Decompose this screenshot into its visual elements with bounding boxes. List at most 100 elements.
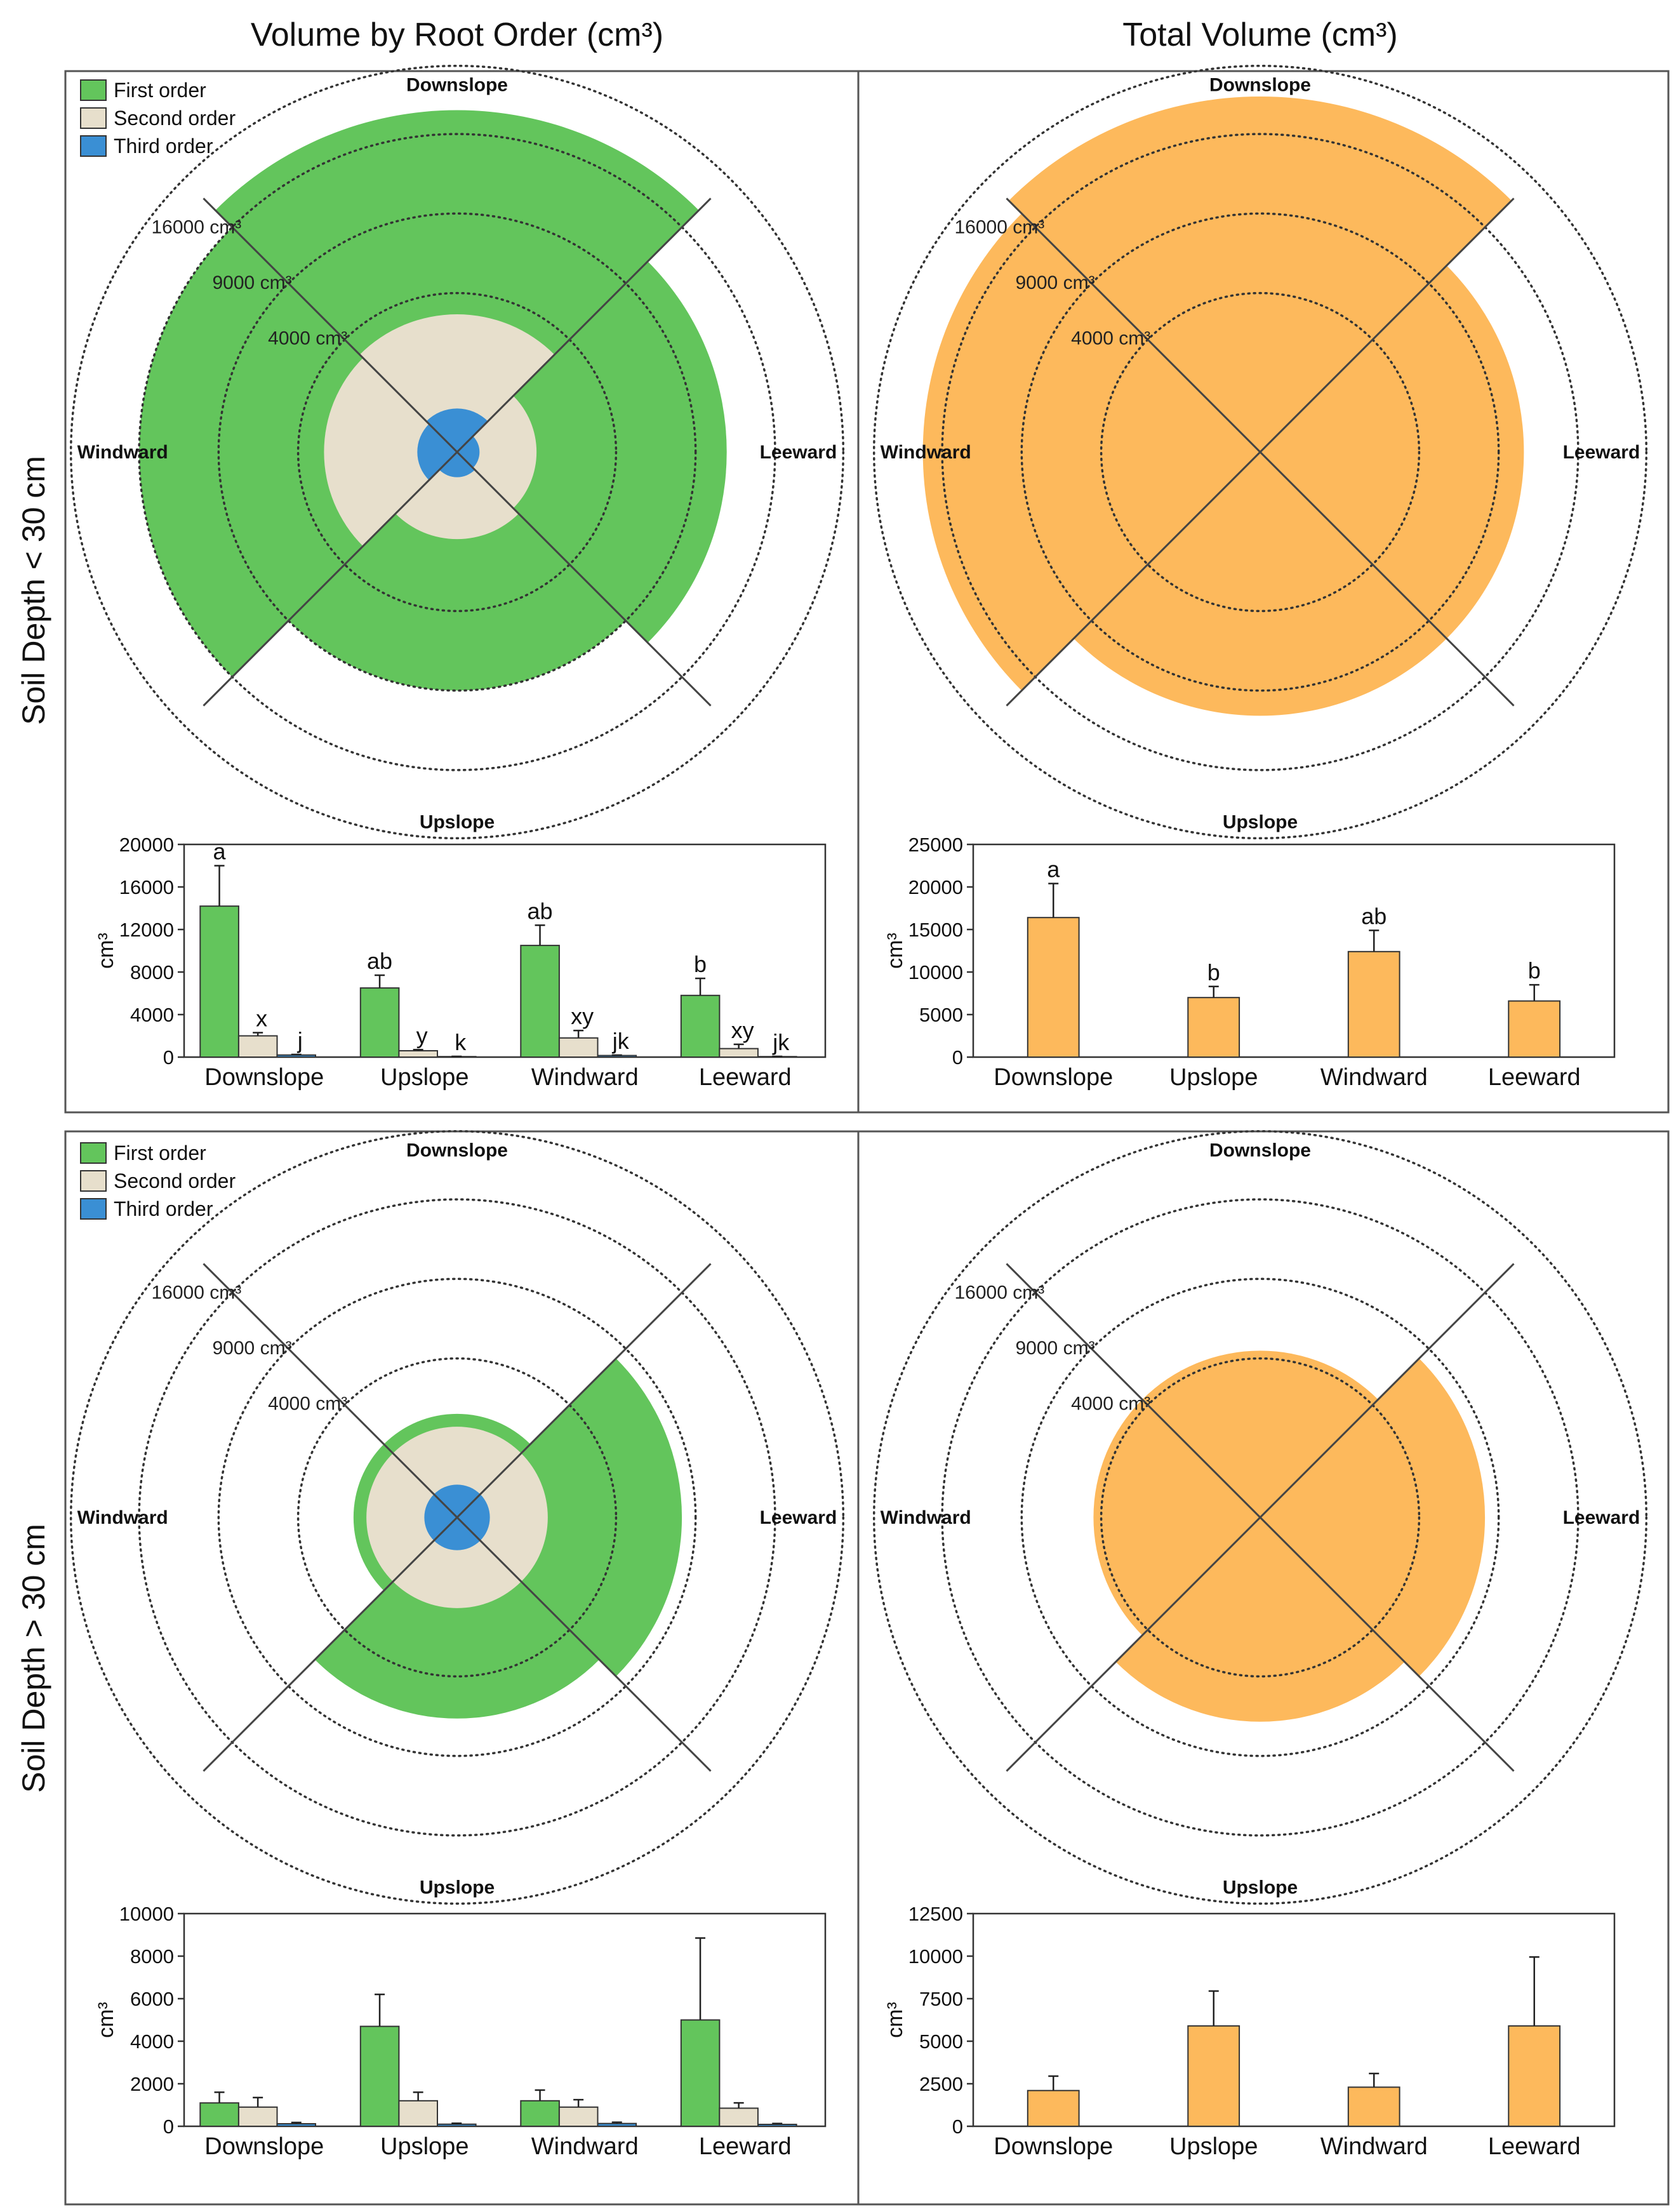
frame-top — [64, 70, 1670, 1114]
bar-xlabel-windward: Windward — [531, 1064, 639, 1091]
bar-first-order-downslope — [199, 2102, 239, 2127]
bar-ytick-label-0: 0 — [163, 1046, 174, 1069]
polar-dir-leeward: Leeward — [760, 1507, 837, 1528]
legend-swatch-1 — [80, 1170, 107, 1192]
column-header-left: Volume by Root Order (cm³) — [251, 17, 663, 53]
polar-dir-downslope: Downslope — [1209, 1140, 1311, 1161]
bar-first-order-leeward — [680, 994, 721, 1058]
legend-label-2: Third order — [114, 1197, 213, 1220]
bar-sig-label-0-2: ab — [1361, 903, 1387, 929]
bar-ytick-label-0: 0 — [952, 2115, 963, 2138]
bar-total-downslope — [1027, 2089, 1080, 2127]
polar-sector-second-order-upslope — [393, 1517, 521, 1608]
bar-plot-area — [183, 843, 827, 1058]
polar-ring-0 — [1100, 1357, 1421, 1678]
polar-spoke-1 — [203, 197, 712, 707]
polar-ring-2 — [941, 133, 1580, 771]
bar-xlabel-windward: Windward — [1320, 1064, 1428, 1091]
bar-second-order-windward — [558, 1037, 599, 1058]
bar-ytick-label-1: 2000 — [130, 2073, 174, 2095]
bar-sig-label-0-0: a — [213, 839, 227, 865]
polar-sector-first-order-downslope — [215, 110, 699, 452]
bar-ytick-label-5: 20000 — [119, 834, 174, 856]
bar-ytick-label-1: 5000 — [919, 1004, 963, 1026]
legend-swatch-1 — [80, 107, 107, 129]
legend-swatch-0 — [80, 1142, 107, 1164]
polar-dir-leeward: Leeward — [760, 442, 837, 463]
polar-ring-0 — [296, 291, 618, 613]
bar-xlabel-windward: Windward — [1320, 2133, 1428, 2160]
polar-sector-first-order-leeward — [457, 261, 727, 643]
polar-sector-total-downslope — [1009, 96, 1512, 452]
polar-ring-label-1: 9000 cm³ — [1016, 1338, 1095, 1359]
bar-first-order-upslope — [359, 2025, 400, 2128]
bar-ytick-label-3: 7500 — [919, 1988, 963, 2010]
polar-ring-1 — [217, 212, 697, 692]
polar-sector-total-leeward — [1260, 265, 1524, 639]
bar-second-order-leeward — [719, 1048, 759, 1058]
bar-plot-area — [183, 1912, 827, 2128]
bar-xlabel-downslope: Downslope — [994, 1064, 1113, 1091]
legend-label-1: Second order — [114, 107, 236, 130]
polar-ring-label-2: 16000 cm³ — [955, 1282, 1045, 1303]
bar-total-upslope — [1187, 997, 1240, 1058]
polar-ring-label-0: 4000 cm³ — [268, 328, 347, 349]
bar-total-windward — [1347, 950, 1400, 1058]
bar-third-order-windward — [597, 2122, 637, 2128]
bar-sig-label-1-0: x — [256, 1005, 267, 1031]
polar-sector-second-order-windward — [324, 357, 457, 547]
polar-sector-total-windward — [1093, 1399, 1260, 1636]
polar-sector-first-order-upslope — [315, 1517, 599, 1719]
bar-sig-label-0-3: b — [1528, 957, 1541, 983]
bar-plot-area — [972, 1912, 1616, 2128]
bar-third-order-downslope — [276, 2123, 316, 2127]
legend-label-0: First order — [114, 1142, 206, 1164]
bar-total-leeward — [1508, 2025, 1561, 2127]
bar-ytick-label-2: 4000 — [130, 2030, 174, 2053]
polar-ring-label-0: 4000 cm³ — [1071, 1394, 1150, 1415]
polar-dir-windward: Windward — [77, 442, 168, 463]
polar-dir-downslope: Downslope — [406, 75, 508, 96]
bar-sig-label-0-1: b — [1207, 959, 1220, 985]
bar-sig-label-0-3: b — [694, 951, 707, 977]
bar-sig-label-2-3: jk — [772, 1029, 790, 1055]
polar-dir-upslope: Upslope — [1223, 811, 1298, 832]
polar-dir-upslope: Upslope — [420, 811, 495, 832]
polar-ring-1 — [1020, 212, 1500, 692]
bar-xlabel-downslope: Downslope — [204, 1064, 324, 1091]
bar-first-order-windward — [520, 945, 560, 1058]
polar-ring-label-0: 4000 cm³ — [1071, 328, 1150, 349]
bar-ytick-label-5: 12500 — [908, 1903, 963, 1925]
polar-sector-third-order-downslope — [434, 1484, 481, 1517]
bar-ytick-label-3: 6000 — [130, 1988, 174, 2010]
polar-spoke-1 — [203, 1263, 712, 1772]
bar-ytick-label-1: 2500 — [919, 2073, 963, 2095]
polar-ring-3 — [872, 64, 1648, 840]
polar-ring-2 — [138, 1198, 776, 1837]
polar-sector-third-order-upslope — [434, 1517, 481, 1550]
polar-ring-label-1: 9000 cm³ — [213, 272, 292, 293]
bar-first-order-leeward — [680, 2019, 721, 2127]
bar-ytick-label-5: 25000 — [908, 834, 963, 856]
legend-label-2: Third order — [114, 135, 213, 157]
bar-ytick-label-2: 10000 — [908, 961, 963, 983]
bar-xlabel-downslope: Downslope — [994, 2133, 1113, 2160]
bar-ylabel: cm³ — [883, 933, 907, 969]
polar-ring-3 — [69, 1129, 845, 1905]
bar-xlabel-upslope: Upslope — [1169, 1064, 1258, 1091]
bar-ytick-label-0: 0 — [163, 2115, 174, 2138]
polar-ring-label-1: 9000 cm³ — [213, 1338, 292, 1359]
polar-sector-total-downslope — [1142, 1350, 1378, 1517]
bar-sig-label-2-0: j — [297, 1027, 303, 1053]
polar-dir-windward: Windward — [77, 1507, 168, 1528]
bar-ytick-label-3: 12000 — [119, 919, 174, 941]
polar-ring-1 — [1020, 1277, 1500, 1757]
polar-spoke-1 — [1006, 1263, 1515, 1772]
polar-dir-upslope: Upslope — [1223, 1877, 1298, 1898]
polar-sector-second-order-downslope — [393, 1427, 521, 1517]
polar-dir-windward: Windward — [881, 442, 971, 463]
polar-sector-third-order-upslope — [439, 452, 475, 477]
bar-xlabel-leeward: Leeward — [1488, 2133, 1581, 2160]
polar-dir-downslope: Downslope — [1209, 75, 1311, 96]
legend-label-1: Second order — [114, 1169, 236, 1192]
